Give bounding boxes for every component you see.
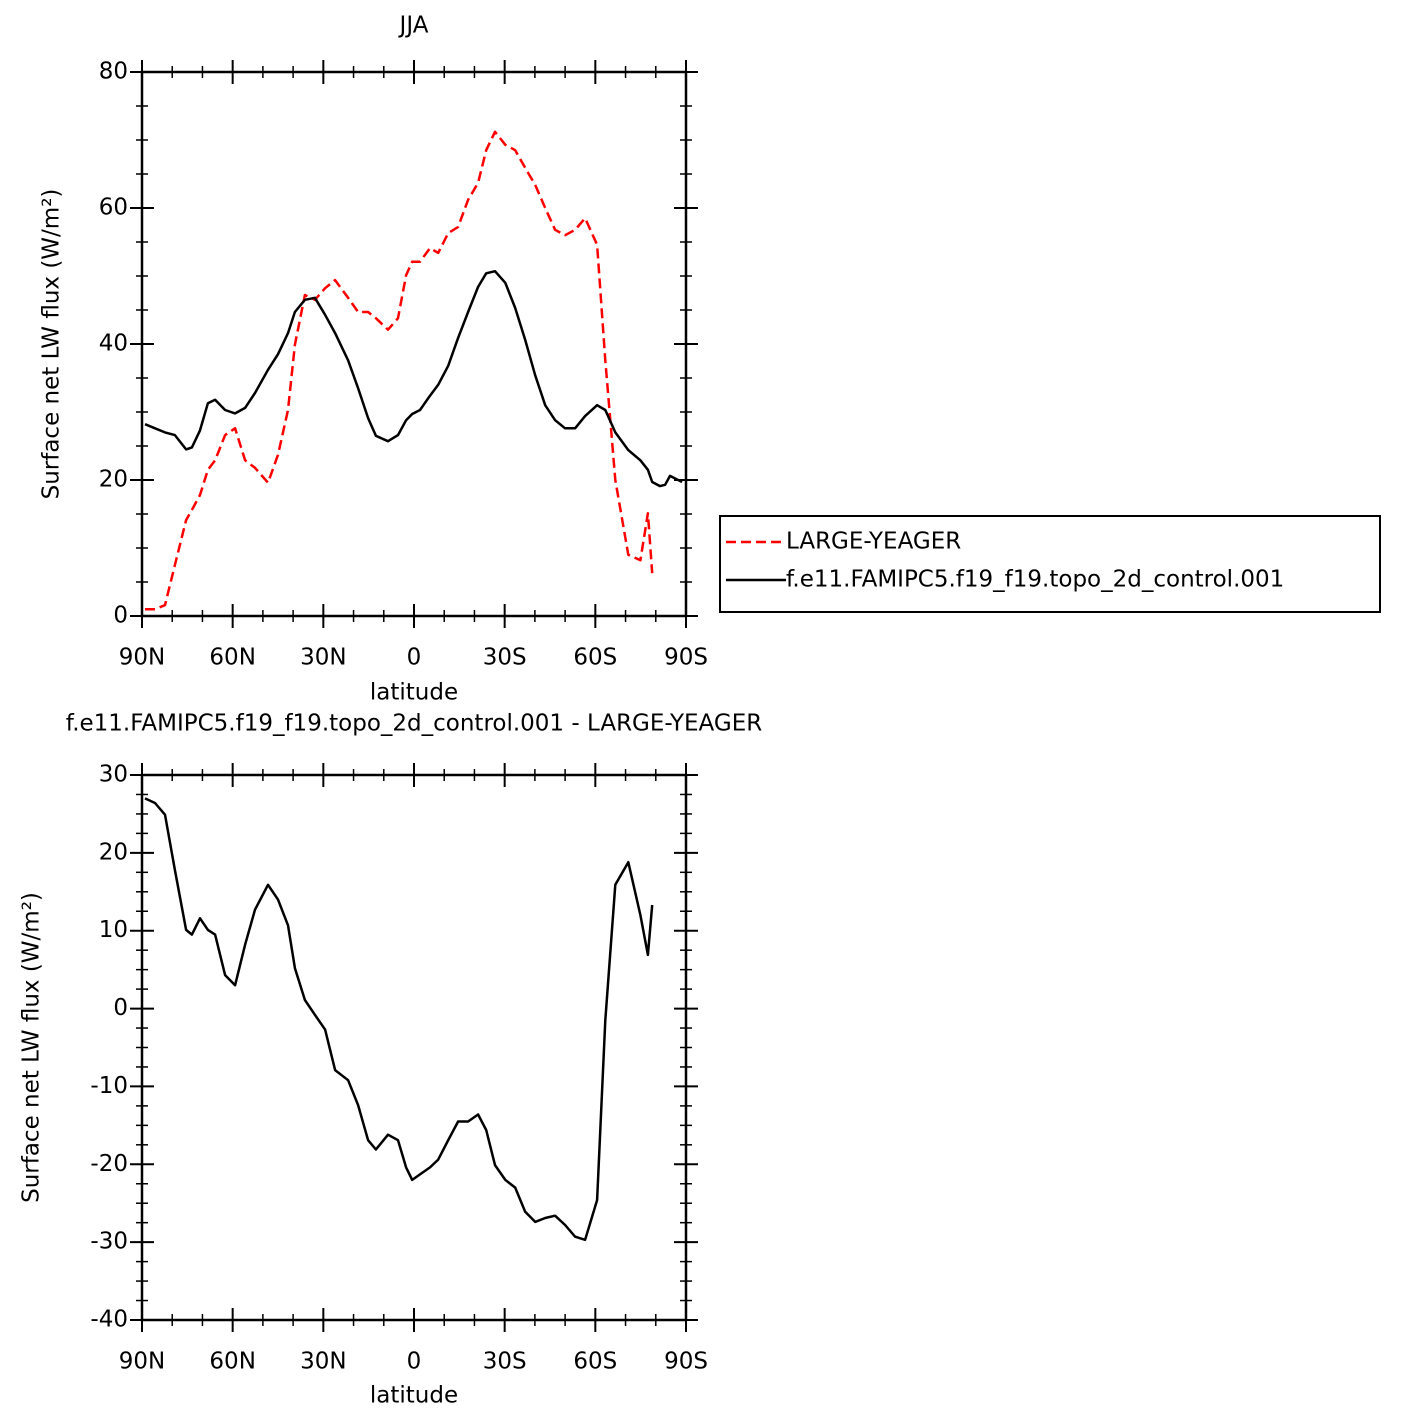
plot-frame — [140, 70, 688, 618]
y-tick-label: 40 — [99, 331, 128, 357]
x-tick-label: 90N — [119, 1349, 165, 1375]
x-tick-label: 30S — [483, 645, 527, 671]
x-axis-label: latitude — [370, 1383, 458, 1409]
y-tick-label: -20 — [90, 1151, 128, 1177]
plot-frame — [140, 773, 688, 1322]
y-axis-label: Surface net LW flux (W/m²) — [39, 189, 65, 500]
y-tick-label: 20 — [99, 839, 128, 865]
y-axis-label: Surface net LW flux (W/m²) — [19, 892, 45, 1203]
x-tick-label: 90S — [664, 1349, 708, 1375]
data-line — [145, 130, 654, 611]
y-tick-label: 60 — [99, 195, 128, 221]
x-tick-label: 60S — [573, 1349, 617, 1375]
y-tick-label: 20 — [99, 467, 128, 493]
chart-title: f.e11.FAMIPC5.f19_f19.topo_2d_control.00… — [66, 711, 762, 737]
x-tick-label: 90N — [119, 645, 165, 671]
y-tick-label: 0 — [113, 995, 128, 1021]
x-tick-label: 30S — [483, 1349, 527, 1375]
y-tick-label: 30 — [99, 762, 128, 788]
x-tick-label: 60N — [209, 645, 255, 671]
x-tick-label: 60N — [209, 1349, 255, 1375]
x-tick-label: 60S — [573, 645, 617, 671]
x-tick-label: 30N — [300, 1349, 346, 1375]
data-line — [144, 269, 683, 488]
y-tick-label: -10 — [90, 1073, 128, 1099]
x-axis-label: latitude — [370, 680, 458, 706]
x-tick-label: 0 — [407, 1349, 422, 1375]
x-tick-label: 90S — [664, 645, 708, 671]
y-tick-label: 80 — [99, 59, 128, 85]
x-tick-label: 0 — [407, 645, 422, 671]
legend-box — [719, 515, 1381, 613]
legend-label: f.e11.FAMIPC5.f19_f19.topo_2d_control.00… — [786, 567, 1284, 593]
chart-title: JJA — [398, 13, 429, 39]
y-tick-label: 10 — [99, 917, 128, 943]
y-tick-label: -30 — [90, 1229, 128, 1255]
y-tick-label: -40 — [90, 1307, 128, 1333]
data-line — [144, 797, 654, 1242]
y-tick-label: 0 — [113, 603, 128, 629]
x-tick-label: 30N — [300, 645, 346, 671]
legend-label: LARGE-YEAGER — [786, 529, 961, 555]
